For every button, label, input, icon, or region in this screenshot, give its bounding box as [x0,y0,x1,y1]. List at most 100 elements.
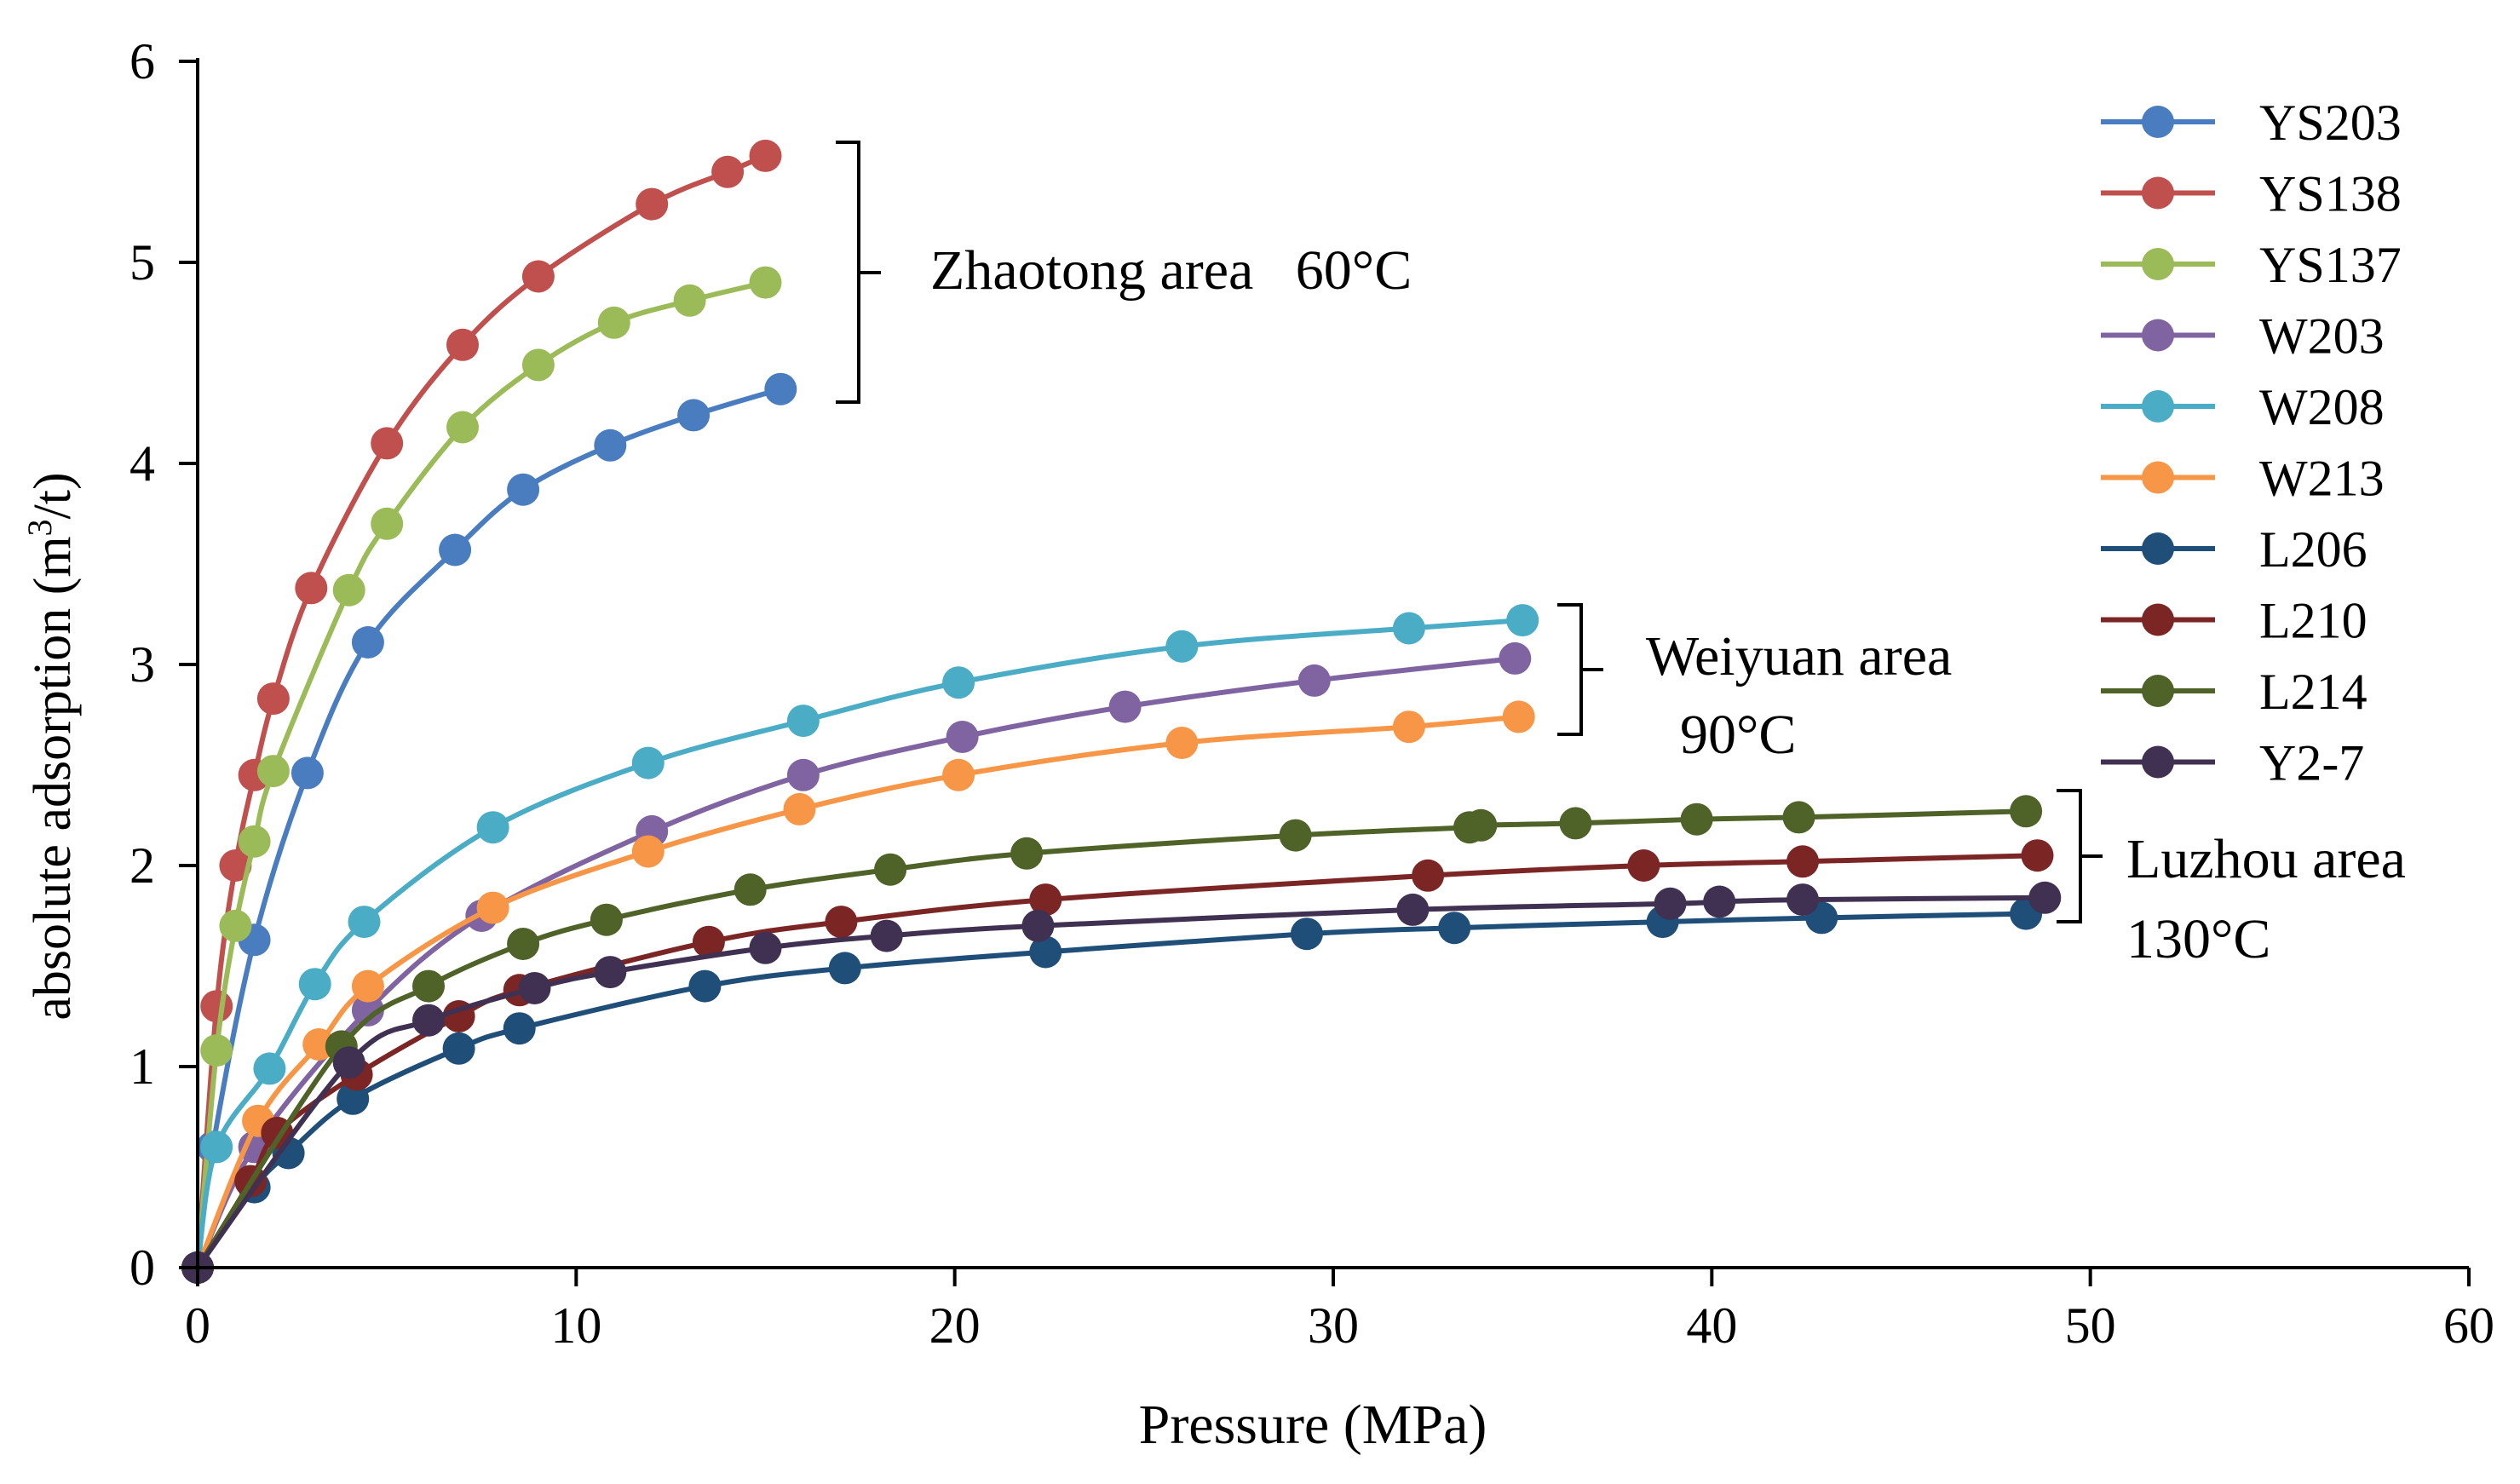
data-point-w208 [253,1052,286,1085]
legend-item-w213: W213 [2101,451,2385,507]
luzhou-bracket [2057,789,2103,923]
data-point-l214 [1010,837,1044,870]
y-tick-label: 1 [129,1038,155,1095]
data-point-l206 [828,952,861,985]
data-point-l210 [1786,845,1819,878]
series-l214 [181,795,2043,1284]
data-point-ys138 [295,572,328,605]
data-point-ys137 [749,266,782,299]
data-point-l214 [1559,807,1592,840]
x-tick-label: 60 [2443,1297,2494,1354]
legend-label: YS203 [2259,95,2402,151]
data-point-w213 [476,891,509,924]
legend-label: W208 [2259,379,2385,435]
legend-item-l214: L214 [2101,664,2368,720]
luzhou-label-line1: Luzhou area [2126,828,2406,890]
data-point-y2-7 [518,972,551,1004]
data-point-l210 [1412,859,1445,892]
data-point-ys203 [291,756,324,790]
legend-marker [2142,248,2174,280]
legend: YS203 YS138 YS137 W203 W208 W213 L206 L210 L214 Y… [2101,95,2402,791]
legend-marker [2142,319,2174,352]
legend-label: W213 [2259,451,2385,507]
data-point-w203 [1108,690,1142,723]
data-point-ys203 [351,626,384,659]
data-point-ys137 [256,755,290,788]
zhaotong-label: Zhaotong area 60°C [930,239,1412,302]
data-point-y2-7 [1654,887,1687,920]
annotations: Zhaotong area 60°C Weiyuan area 90°C Luz… [836,141,2406,970]
legend-item-ys137: YS137 [2101,237,2402,293]
legend-item-l206: L206 [2101,521,2368,578]
data-point-ys138 [711,155,745,188]
data-point-y2-7 [1396,893,1430,926]
series-y2-7 [181,881,2062,1284]
y-axis-title-tail: /t) [24,472,82,519]
series-ys203 [181,372,797,1284]
data-point-ys203 [507,473,540,506]
series-line-ys138 [195,153,767,1268]
data-point-l214 [590,903,623,936]
weiyuan-label-line2: 90°C [1680,704,1796,766]
data-point-w203 [946,721,979,753]
x-axis-title: Pressure (MPa) [1139,1394,1487,1456]
x-tick-label: 40 [1686,1297,1737,1354]
data-point-y2-7 [1786,883,1819,917]
y-tick-label: 3 [129,636,155,693]
legend-item-ys203: YS203 [2101,95,2402,151]
data-point-l206 [337,1082,370,1115]
legend-item-y2-7: Y2-7 [2101,735,2364,791]
data-point-l206 [503,1012,536,1045]
data-point-w208 [942,666,975,699]
zhaotong-bracket [836,141,881,404]
legend-marker [2142,461,2174,494]
data-point-w208 [786,705,820,738]
legend-marker [2142,603,2174,636]
legend-marker [2142,745,2174,779]
data-point-l206 [1290,917,1323,951]
data-point-l214 [412,969,445,1003]
data-point-l206 [1438,912,1471,945]
weiyuan-label-line1: Weiyuan area [1646,625,1952,687]
data-point-l206 [688,969,722,1003]
series-line-w203 [195,655,1516,1269]
data-point-y2-7 [332,1046,365,1079]
legend-label: YS138 [2259,166,2402,222]
data-point-w213 [942,758,975,791]
data-point-y2-7 [870,919,903,952]
y-axis-title-main: absolute adsorption (m [24,536,82,1020]
x-tick-label: 10 [550,1297,601,1354]
legend-marker [2142,675,2174,707]
data-point-l214 [2010,795,2043,828]
legend-label: W203 [2259,308,2385,365]
data-point-ys137 [673,284,706,317]
data-point-w213 [1392,710,1425,744]
data-point-l210 [1029,883,1062,917]
series-w208 [181,604,1539,1284]
data-point-w208 [476,811,509,844]
legend-item-w203: W203 [2101,308,2385,365]
data-point-w213 [351,969,384,1003]
data-point-y2-7 [1021,909,1055,942]
y-tick-label: 5 [129,234,155,290]
data-point-w213 [1165,727,1199,759]
data-point-ys137 [521,348,555,382]
x-tick-label: 0 [185,1297,210,1354]
data-point-ys203 [439,533,472,567]
data-point-l214 [507,928,540,960]
legend-label: L214 [2259,664,2368,720]
data-point-l214 [1782,801,1815,834]
data-point-l210 [2021,839,2054,872]
data-point-ys137 [238,825,271,858]
y-axis-title: absolute adsorption (m3/t) [20,472,82,1020]
data-point-ys137 [597,306,630,339]
data-point-w213 [783,792,816,825]
data-point-w203 [351,993,384,1027]
data-point-y2-7 [412,1004,445,1037]
data-point-y2-7 [749,931,782,964]
legend-marker [2142,390,2174,423]
legend-label: L206 [2259,521,2368,578]
data-point-ys138 [256,682,290,716]
